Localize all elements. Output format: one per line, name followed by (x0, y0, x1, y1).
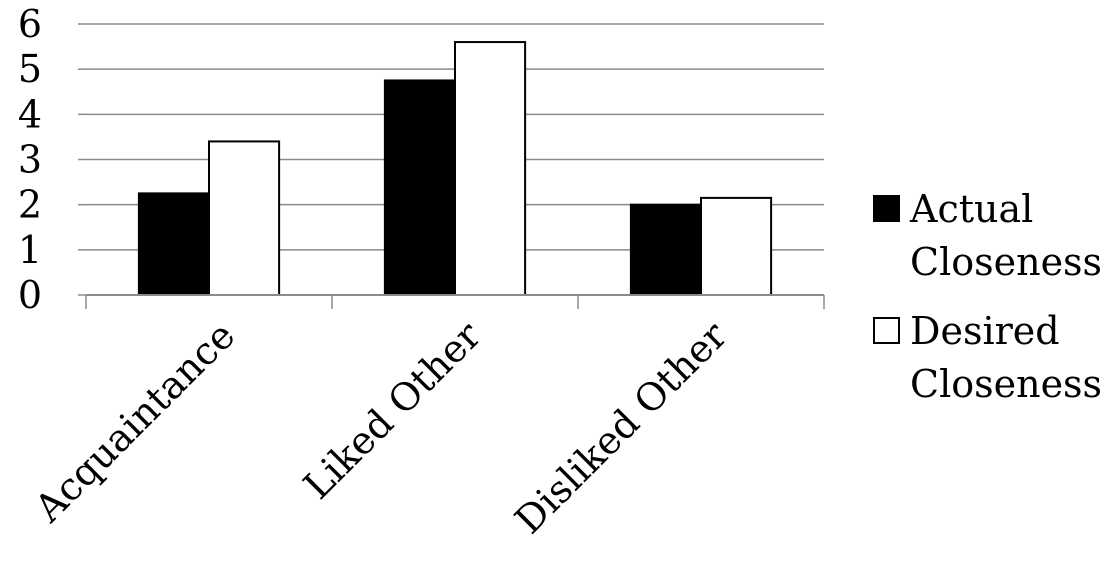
bar-desired-closeness-disliked-other (700, 196, 773, 296)
y-tick-label: 3 (18, 138, 42, 182)
x-axis-ticks (85, 295, 825, 309)
y-tick-label: 1 (18, 228, 42, 272)
legend: Actual Closeness Desired Closeness (873, 187, 1102, 406)
category-labels: Acquaintance Liked Other Disliked Other (26, 313, 736, 543)
legend-swatch (873, 317, 900, 344)
bar-desired-closeness-acquaintance (208, 140, 281, 296)
y-tick-label: 0 (18, 273, 42, 317)
x-category-label: Acquaintance (26, 313, 244, 531)
y-tick-label: 4 (18, 92, 42, 136)
y-tick-label: 6 (18, 2, 42, 46)
bar-actual-closeness-disliked-other (629, 203, 703, 297)
legend-label: Actual Closeness (909, 187, 1102, 284)
bar-actual-closeness-acquaintance (137, 192, 210, 296)
legend-swatch (873, 195, 900, 222)
bar-desired-closeness-liked-other (454, 41, 527, 296)
legend-label: Desired Closeness (910, 309, 1102, 406)
x-category-label: Disliked Other (506, 313, 736, 543)
y-tick-label: 2 (18, 183, 42, 227)
y-tick-label: 5 (18, 47, 42, 91)
x-category-label: Liked Other (295, 313, 490, 508)
bar-actual-closeness-liked-other (383, 79, 457, 297)
bars (137, 41, 773, 297)
